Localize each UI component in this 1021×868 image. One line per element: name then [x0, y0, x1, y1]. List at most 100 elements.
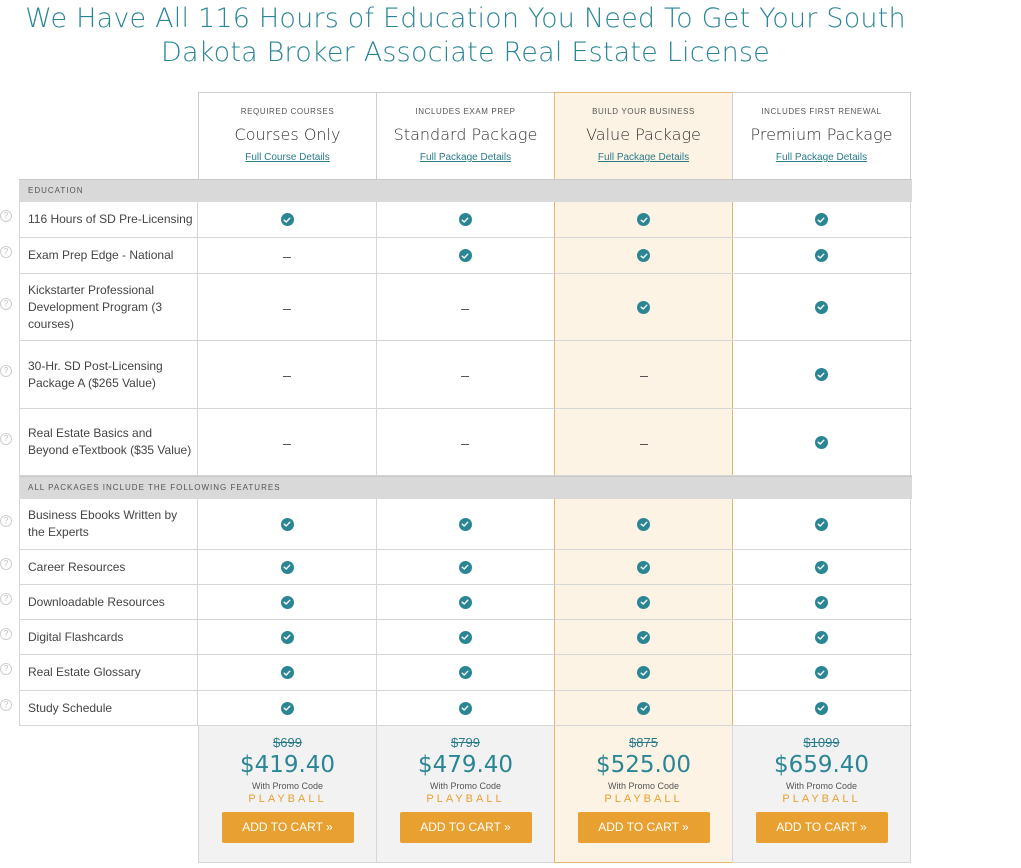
full-details-link[interactable]: Full Package Details	[597, 152, 690, 163]
feature-cell	[732, 409, 911, 475]
dash-icon	[461, 308, 469, 310]
section-header: ALL PACKAGES INCLUDE THE FOLLOWING FEATU…	[19, 476, 912, 499]
question-circle-icon[interactable]: ?	[0, 210, 12, 222]
check-circle-icon	[814, 213, 828, 226]
feature-cell	[376, 274, 555, 340]
feature-cell	[554, 409, 733, 475]
check-circle-icon	[814, 249, 828, 262]
check-circle-icon	[814, 701, 828, 715]
table-row: ? Digital Flashcards	[0, 620, 912, 655]
feature-cell	[198, 274, 377, 340]
feature-cell	[376, 620, 555, 654]
question-circle-icon[interactable]: ?	[0, 663, 12, 675]
table-row: ? Real Estate Glossary	[0, 655, 912, 691]
check-circle-icon	[814, 368, 828, 381]
package-tag: BUILD YOUR BUSINESS	[592, 107, 695, 116]
full-details-link[interactable]: Full Course Details	[245, 152, 330, 163]
check-circle-icon	[637, 595, 650, 609]
check-circle-icon	[637, 701, 650, 715]
check-circle-icon	[458, 249, 472, 262]
package-header: BUILD YOUR BUSINESS Value Package Full Pac…	[554, 92, 733, 179]
question-circle-icon[interactable]: ?	[0, 627, 12, 640]
question-circle-icon[interactable]: ?	[0, 592, 12, 605]
feature-cell	[198, 655, 377, 690]
feature-cell	[554, 585, 733, 619]
page-title: We Have All 116 Hours of Education You N…	[25, 3, 906, 68]
check-circle-icon	[458, 213, 472, 226]
question-circle-icon[interactable]: ?	[0, 297, 12, 310]
table-row: ? 30-Hr. SD Post-Licensing Package A ($26…	[0, 341, 912, 409]
dash-icon	[461, 376, 469, 377]
question-circle-icon[interactable]: ?	[0, 432, 12, 445]
question-circle-icon[interactable]: ?	[0, 557, 12, 570]
package-name: Standard Package	[393, 125, 538, 144]
feature-cell	[732, 341, 911, 408]
check-circle-icon	[458, 701, 472, 715]
check-circle-icon	[637, 213, 650, 226]
check-circle-icon	[814, 666, 828, 679]
dash-icon	[283, 257, 291, 258]
question-circle-icon[interactable]: ?	[0, 698, 12, 711]
package-header: INCLUDES EXAM PREP Standard Package Full P…	[376, 92, 555, 179]
full-details-link[interactable]: Full Package Details	[775, 152, 868, 163]
feature-cell	[554, 341, 733, 408]
original-price: $875	[629, 735, 658, 750]
feature-cell	[198, 691, 377, 725]
check-circle-icon	[458, 666, 472, 679]
feature-cell	[376, 655, 555, 690]
check-circle-icon	[637, 666, 650, 679]
promo-code: PLAYBALL	[782, 793, 861, 805]
check-circle-icon	[280, 630, 294, 644]
check-circle-icon	[814, 435, 828, 449]
feature-cell	[554, 655, 733, 690]
feature-cell	[732, 655, 911, 690]
add-to-cart-button[interactable]: ADD TO CART »	[755, 812, 888, 843]
dash-icon	[283, 443, 291, 445]
dash-icon	[639, 376, 648, 377]
table-row: ? Kickstarter Professional Development Pr…	[0, 274, 912, 341]
check-circle-icon	[814, 517, 828, 531]
promo-note: With Promo Code	[251, 781, 324, 791]
promo-code: PLAYBALL	[604, 793, 683, 805]
feature-cell	[732, 202, 911, 237]
feature-label: Career Resources	[19, 550, 198, 584]
check-circle-icon	[280, 213, 294, 226]
dash-icon	[461, 443, 469, 445]
promo-code: PLAYBALL	[248, 793, 327, 805]
add-to-cart-button[interactable]: ADD TO CART »	[399, 812, 532, 843]
full-details-link[interactable]: Full Package Details	[419, 152, 512, 163]
dash-icon	[639, 443, 648, 445]
check-circle-icon	[814, 300, 828, 314]
feature-cell	[732, 691, 911, 725]
check-circle-icon	[280, 666, 294, 679]
feature-label: Study Schedule	[19, 691, 198, 725]
package-header: INCLUDES FIRST RENEWAL Premium Package Ful…	[732, 92, 911, 179]
promo-note: With Promo Code	[607, 781, 680, 791]
feature-cell	[198, 341, 377, 408]
original-price: $699	[273, 735, 302, 750]
sale-price: $479.40	[417, 752, 514, 778]
table-row: ? Business Ebooks Written by the Experts	[0, 499, 912, 550]
check-circle-icon	[280, 595, 294, 609]
package-name: Premium Package	[750, 125, 893, 144]
check-circle-icon	[814, 560, 828, 574]
feature-cell	[198, 409, 377, 475]
add-to-cart-button[interactable]: ADD TO CART »	[577, 812, 710, 843]
package-header: REQUIRED COURSES Courses Only Full Course …	[198, 92, 377, 179]
check-circle-icon	[637, 630, 650, 644]
table-row: ? Real Estate Basics and Beyond eTextbook…	[0, 409, 912, 476]
feature-cell	[376, 409, 555, 475]
feature-cell	[198, 238, 377, 273]
question-circle-icon[interactable]: ?	[0, 514, 12, 527]
question-circle-icon[interactable]: ?	[0, 246, 12, 258]
feature-cell	[554, 238, 733, 273]
promo-note: With Promo Code	[429, 781, 502, 791]
check-circle-icon	[637, 560, 650, 574]
price-block: $875 $525.00 With Promo Code PLAYBALL ADD TO…	[554, 726, 733, 863]
question-circle-icon[interactable]: ?	[0, 365, 12, 377]
add-to-cart-button[interactable]: ADD TO CART »	[221, 812, 354, 843]
feature-label: Exam Prep Edge - National	[19, 238, 198, 273]
check-circle-icon	[814, 630, 828, 644]
table-row: ? Exam Prep Edge - National	[0, 238, 912, 274]
table-row: ? Career Resources	[0, 550, 912, 585]
